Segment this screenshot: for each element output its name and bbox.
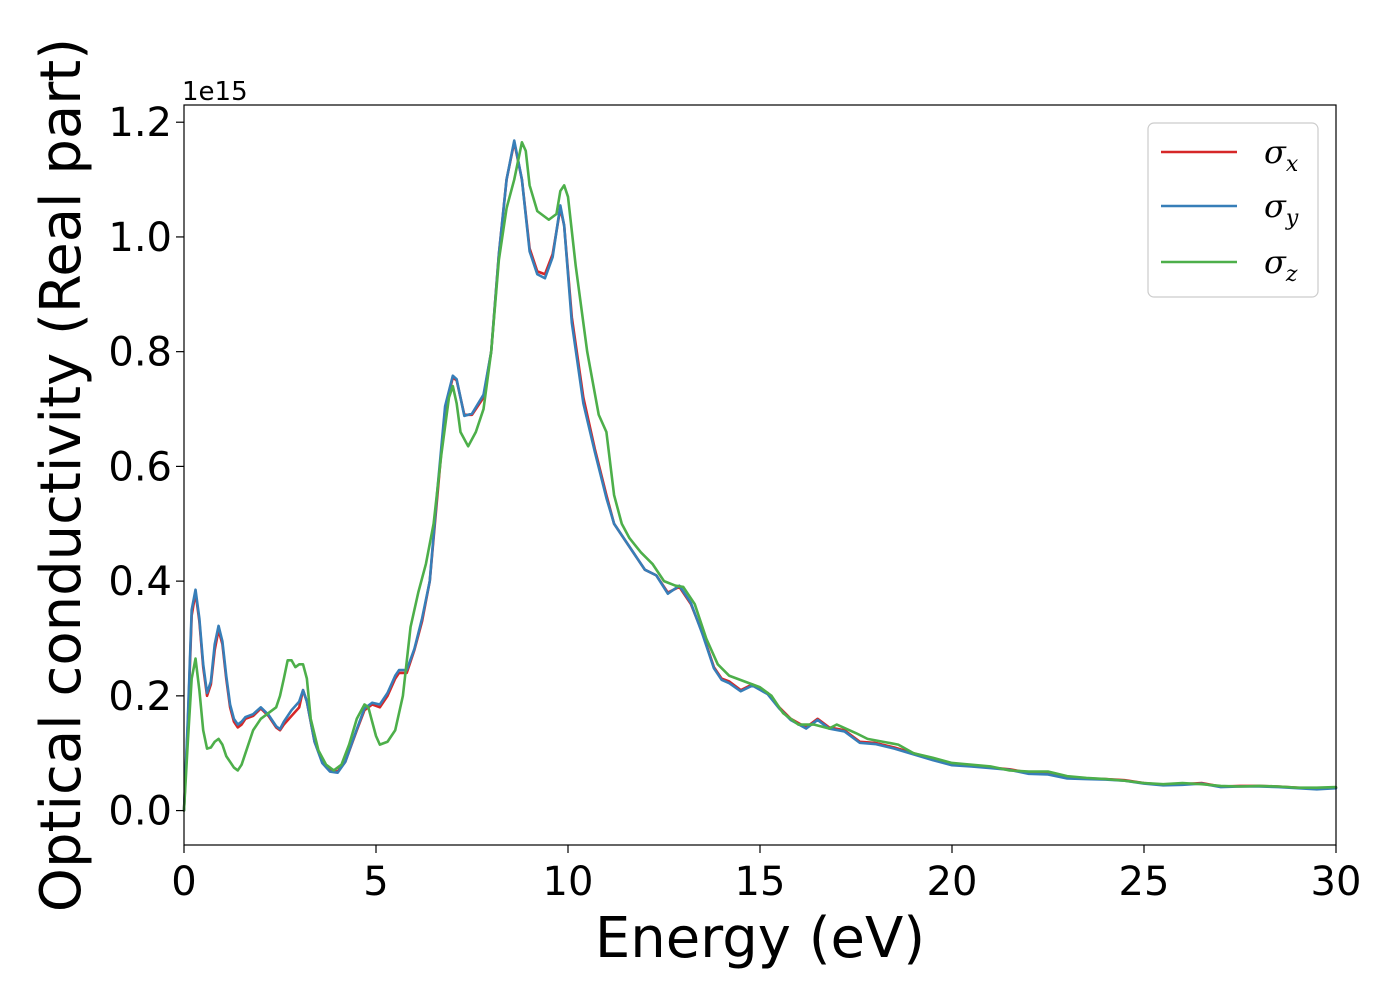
legend-box [1147, 122, 1319, 298]
y-tick-label: 0.4 [108, 559, 172, 605]
y-tick-label: 0.0 [108, 789, 172, 835]
legend-label-z: σz [1264, 243, 1298, 287]
y-tick-label: 1.2 [108, 100, 172, 146]
x-tick-label: 0 [171, 859, 196, 905]
legend-label-x: σx [1264, 133, 1299, 177]
x-axis-label: Energy (eV) [595, 906, 925, 971]
series-line-z [182, 140, 1338, 812]
series-layer [182, 139, 1338, 812]
x-tick-label: 5 [363, 859, 388, 905]
y-tick-label: 0.6 [108, 444, 172, 490]
plot-area [184, 105, 1336, 845]
legend-label-y: σy [1264, 187, 1299, 231]
x-tick-label: 30 [1311, 859, 1362, 905]
y-tick-label: 1.0 [108, 215, 172, 261]
y-tick-label: 0.2 [108, 674, 172, 720]
x-tick-label: 25 [1119, 859, 1170, 905]
y-axis-offset-text: 1e15 [182, 77, 248, 107]
series-line-y [182, 139, 1338, 812]
y-axis-ticks: 0.0 0.2 0.4 0.6 0.8 1.0 1.2 [108, 100, 184, 835]
y-axis-label: Optical conductivity (Real part) [29, 38, 94, 912]
x-tick-label: 10 [543, 859, 594, 905]
y-tick-label: 0.8 [108, 330, 172, 376]
legend: σx σy σz [1147, 122, 1319, 298]
x-axis-ticks: 0 5 10 15 20 25 30 [171, 845, 1361, 905]
x-tick-label: 15 [735, 859, 786, 905]
x-tick-label: 20 [927, 859, 978, 905]
